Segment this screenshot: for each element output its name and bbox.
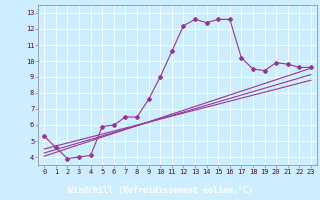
Text: Windchill (Refroidissement éolien,°C): Windchill (Refroidissement éolien,°C) [68,186,252,196]
